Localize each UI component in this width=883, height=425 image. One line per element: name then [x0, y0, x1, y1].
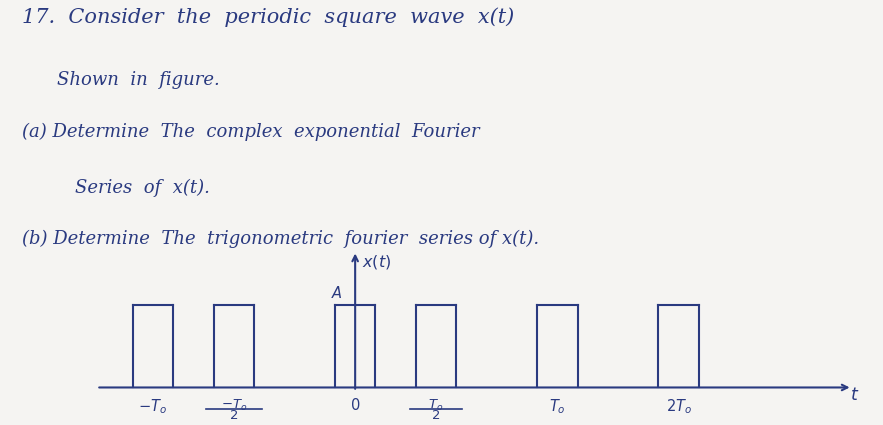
Text: 17.  Consider  the  periodic  square  wave  x(t): 17. Consider the periodic square wave x(…	[22, 8, 514, 27]
Text: $2$: $2$	[230, 409, 238, 422]
Text: $t$: $t$	[850, 387, 859, 404]
Text: $-T_o$: $-T_o$	[139, 397, 168, 416]
Text: $x(t)$: $x(t)$	[362, 253, 391, 271]
Text: $2T_o$: $2T_o$	[666, 397, 691, 416]
Text: Shown  in  figure.: Shown in figure.	[57, 71, 220, 89]
Text: $T_o$: $T_o$	[549, 397, 566, 416]
Text: $A$: $A$	[331, 285, 343, 301]
Text: (a) Determine  The  complex  exponential  Fourier: (a) Determine The complex exponential Fo…	[22, 122, 479, 141]
Text: $-T_o$: $-T_o$	[221, 397, 247, 413]
Text: (b) Determine  The  trigonometric  fourier  series of x(t).: (b) Determine The trigonometric fourier …	[22, 230, 540, 248]
Text: $0$: $0$	[350, 397, 360, 414]
Text: $2$: $2$	[432, 409, 441, 422]
Text: Series  of  x(t).: Series of x(t).	[75, 178, 210, 197]
Text: $T_o$: $T_o$	[428, 397, 443, 413]
